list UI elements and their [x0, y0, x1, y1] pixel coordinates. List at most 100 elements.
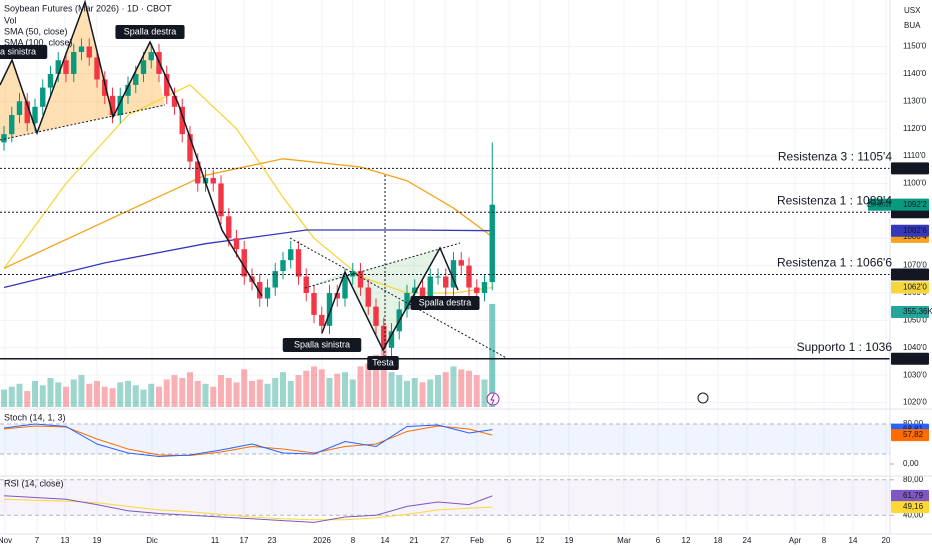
candle-body	[466, 265, 472, 288]
level-label: Resistenza 1 : 1066'6	[777, 256, 892, 270]
volume-bar	[47, 378, 54, 407]
volume-bar	[419, 382, 426, 407]
x-tick-label: 8	[822, 536, 827, 545]
candle-body	[419, 287, 426, 299]
price-tag	[891, 489, 929, 502]
candle-body	[326, 292, 333, 326]
price-tag-label: 57,82	[903, 430, 924, 439]
x-tick-label: 23	[268, 536, 277, 545]
volume-bar	[295, 375, 302, 407]
volume-bar	[427, 379, 434, 407]
volume-bar	[241, 369, 248, 407]
volume-bar	[357, 366, 364, 407]
x-tick-label: 17	[240, 536, 249, 545]
volume-bar	[70, 379, 77, 407]
price-tag	[891, 281, 929, 294]
price-tag	[891, 162, 929, 175]
symbol-tag-label: ZSH2026	[867, 202, 893, 208]
x-tick-label: Apr	[789, 536, 802, 545]
candle-body	[140, 60, 147, 74]
event-icon	[486, 392, 500, 406]
x-tick-label: 14	[381, 536, 390, 545]
price-tag-label: 61,79	[903, 491, 924, 500]
y-tick-label: 1120'0	[903, 124, 927, 133]
y-tick-label: 1070'0	[903, 261, 927, 270]
y-tick-label: 1030'0	[903, 370, 927, 379]
event-icon	[490, 393, 495, 405]
candle-body	[303, 276, 309, 293]
annotation-box	[0, 45, 48, 59]
candle-body	[233, 238, 240, 250]
x-tick-label: 19	[93, 536, 102, 545]
volume-bar	[489, 303, 496, 407]
candle-body	[109, 95, 116, 116]
annotation: Testa	[372, 357, 394, 367]
candle-body	[210, 177, 216, 184]
volume-bar	[86, 383, 93, 407]
volume-bar	[24, 391, 31, 407]
volume-bar	[194, 380, 201, 407]
x-tick-label: 8	[351, 536, 356, 545]
x-tick-label: 12	[536, 536, 545, 545]
candle-body	[164, 73, 170, 96]
volume-bar	[78, 375, 85, 407]
volume-bar	[264, 383, 271, 407]
candle-body	[257, 282, 263, 299]
candle-body	[78, 46, 85, 53]
price-tag-label: 355,36K	[903, 307, 932, 316]
annotation: Spalla sinistra	[0, 46, 36, 56]
indicator-title: Stoch (14, 1, 3)	[4, 412, 66, 422]
candle-body	[458, 260, 464, 266]
annotation-box	[410, 296, 480, 310]
annotation-box	[367, 356, 399, 370]
candle-body	[443, 276, 449, 288]
volume-bar	[442, 372, 449, 407]
volume-bar	[318, 369, 325, 407]
price-tag-label: 1105'4	[903, 164, 927, 173]
candle-body	[218, 183, 224, 217]
candle-body	[241, 249, 247, 277]
indicator-title: RSI (14, close)	[4, 478, 64, 488]
volume-bar	[132, 385, 139, 407]
volume-bar	[326, 378, 333, 407]
candle-body	[55, 60, 61, 74]
x-tick-label: 7	[35, 536, 40, 545]
candle-body	[125, 84, 131, 96]
volume-bar	[303, 370, 310, 407]
volume-bar	[396, 375, 403, 407]
volume-bar	[202, 383, 209, 407]
volume-bar	[334, 373, 341, 407]
candle-body	[195, 161, 201, 184]
legend-entry: SMA (50, close)	[4, 26, 68, 36]
neckline	[0, 104, 166, 141]
candle-body	[226, 216, 232, 239]
volume-bar	[466, 370, 472, 407]
symbol-tag	[868, 198, 891, 211]
y-tick-label: 1040'0	[903, 343, 927, 352]
annotation-box	[115, 25, 185, 39]
candle-body	[388, 331, 395, 348]
indicator-line	[3, 495, 493, 523]
candle-body	[427, 276, 433, 299]
x-tick-label: 2026	[313, 536, 331, 545]
x-tick-label: 18	[714, 536, 723, 545]
volume-bar	[233, 382, 240, 407]
volume-bar	[435, 375, 441, 407]
event-icon	[697, 392, 709, 404]
legend-entry: Vol	[4, 15, 17, 25]
candle-body	[148, 52, 154, 61]
volume-bar	[8, 386, 15, 407]
volume-bar	[411, 378, 418, 407]
candle-body	[295, 249, 302, 277]
volume-bar	[311, 366, 317, 407]
candle-body	[474, 287, 480, 293]
price-tag	[891, 429, 929, 442]
volume-bar	[210, 386, 217, 407]
indicator-panes: Stoch (14, 1, 3) RSI (14, close)	[0, 412, 890, 523]
pattern-line	[0, 0, 263, 297]
volume-bar	[349, 379, 356, 407]
candle-body	[412, 287, 418, 293]
volume-bar	[156, 386, 162, 407]
volume-bar	[287, 380, 294, 407]
